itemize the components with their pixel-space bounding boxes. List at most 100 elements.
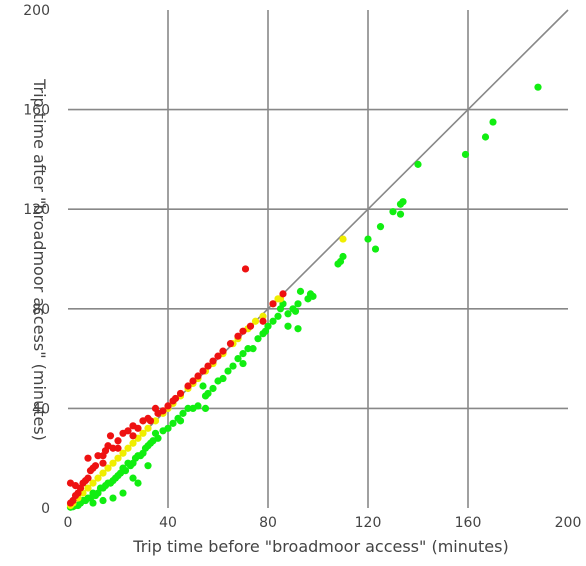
point-faster-53 — [151, 429, 160, 437]
point-unchanged-0 — [339, 235, 347, 243]
point-faster-46 — [179, 409, 187, 417]
point-faster-11 — [364, 235, 372, 243]
point-unchanged-26 — [114, 454, 122, 462]
x-axis-label: Trip time before "broadmoor access" (min… — [132, 537, 508, 556]
point-faster-31 — [249, 345, 257, 353]
data-points — [66, 83, 542, 511]
y-tick-label-0: 0 — [41, 501, 50, 517]
point-unchanged-31 — [89, 479, 97, 487]
point-slower-10 — [209, 357, 217, 365]
point-slower-13 — [194, 372, 202, 380]
point-faster-33 — [239, 350, 247, 358]
point-faster-19 — [294, 300, 302, 308]
point-faster-36 — [224, 367, 232, 375]
x-tick-label-40: 40 — [159, 515, 177, 531]
point-faster-51 — [159, 427, 167, 435]
y-tick-label-40: 40 — [32, 401, 50, 417]
point-faster-64 — [124, 459, 132, 467]
point-slower-27 — [119, 429, 127, 437]
point-slower-8 — [219, 347, 227, 355]
point-faster-38 — [214, 377, 222, 385]
point-unchanged-4 — [259, 312, 267, 320]
x-tick-label-160: 160 — [455, 515, 482, 531]
point-faster-10 — [371, 245, 380, 253]
point-slower-49 — [99, 459, 107, 467]
reference-line — [67, 9, 569, 509]
point-slower-37 — [86, 467, 95, 475]
point-faster-88 — [201, 404, 210, 412]
point-faster-24 — [276, 305, 285, 313]
point-unchanged-23 — [129, 439, 137, 447]
point-faster-92 — [134, 479, 142, 487]
grid — [67, 9, 569, 509]
point-slower-48 — [84, 454, 92, 462]
point-unchanged-28 — [104, 464, 112, 472]
point-faster-44 — [189, 404, 197, 412]
point-faster-89 — [239, 359, 247, 368]
point-unchanged-2 — [274, 295, 282, 303]
point-slower-25 — [129, 422, 137, 430]
point-slower-0 — [241, 265, 250, 273]
point-unchanged-24 — [124, 444, 132, 452]
point-faster-95 — [99, 496, 107, 505]
point-unchanged-32 — [84, 484, 92, 492]
point-faster-94 — [109, 494, 117, 502]
point-slower-16 — [176, 389, 185, 398]
point-slower-3 — [259, 317, 267, 325]
point-slower-50 — [114, 444, 122, 452]
tick-labels: 0 40 80 120 160 200 0 40 80 120 160 200 — [23, 3, 581, 531]
point-faster-97 — [129, 474, 137, 482]
point-unchanged-30 — [94, 474, 102, 482]
point-faster-18 — [296, 287, 305, 295]
point-faster-48 — [174, 414, 182, 422]
point-faster-7 — [396, 210, 405, 218]
point-faster-29 — [259, 330, 267, 338]
point-faster-21 — [289, 305, 297, 313]
point-unchanged-20 — [144, 424, 152, 432]
point-unchanged-29 — [99, 469, 107, 477]
y-tick-label-80: 80 — [32, 302, 50, 318]
point-faster-26 — [269, 317, 277, 325]
point-faster-93 — [119, 489, 127, 497]
point-faster-39 — [209, 384, 217, 393]
point-slower-53 — [169, 397, 177, 405]
point-faster-1 — [489, 118, 497, 126]
point-slower-34 — [94, 452, 102, 460]
point-unchanged-25 — [119, 449, 127, 457]
point-faster-3 — [461, 150, 470, 159]
point-slower-6 — [234, 332, 242, 340]
point-faster-25 — [274, 312, 282, 320]
x-tick-label-120: 120 — [355, 515, 382, 531]
y-tick-label-200: 200 — [23, 3, 50, 19]
point-slower-7 — [226, 340, 235, 348]
point-faster-30 — [254, 335, 262, 343]
point-slower-52 — [144, 414, 152, 422]
point-faster-8 — [389, 208, 397, 216]
point-slower-47 — [71, 481, 80, 490]
point-faster-42 — [199, 382, 207, 390]
point-faster-96 — [89, 499, 97, 507]
point-slower-18 — [164, 402, 172, 410]
point-faster-98 — [144, 462, 152, 470]
point-slower-30 — [106, 432, 115, 440]
point-faster-2 — [481, 133, 490, 141]
point-slower-45 — [66, 499, 75, 507]
y-tick-label-120: 120 — [23, 202, 50, 218]
point-faster-34 — [234, 355, 242, 363]
point-slower-9 — [214, 352, 222, 360]
point-slower-33 — [99, 452, 107, 460]
y-axis-label: Trip time after "broadmoor access" (minu… — [30, 78, 49, 441]
x-tick-label-80: 80 — [259, 515, 277, 531]
point-faster-22 — [284, 310, 292, 318]
point-slower-28 — [114, 437, 122, 445]
point-slower-51 — [129, 432, 137, 440]
point-slower-2 — [269, 300, 277, 308]
point-faster-41 — [201, 392, 210, 400]
point-slower-4 — [246, 322, 255, 330]
point-faster-91 — [294, 325, 302, 333]
point-slower-21 — [151, 404, 160, 412]
point-slower-1 — [279, 290, 287, 298]
point-faster-90 — [284, 322, 292, 330]
point-unchanged-19 — [151, 417, 160, 425]
